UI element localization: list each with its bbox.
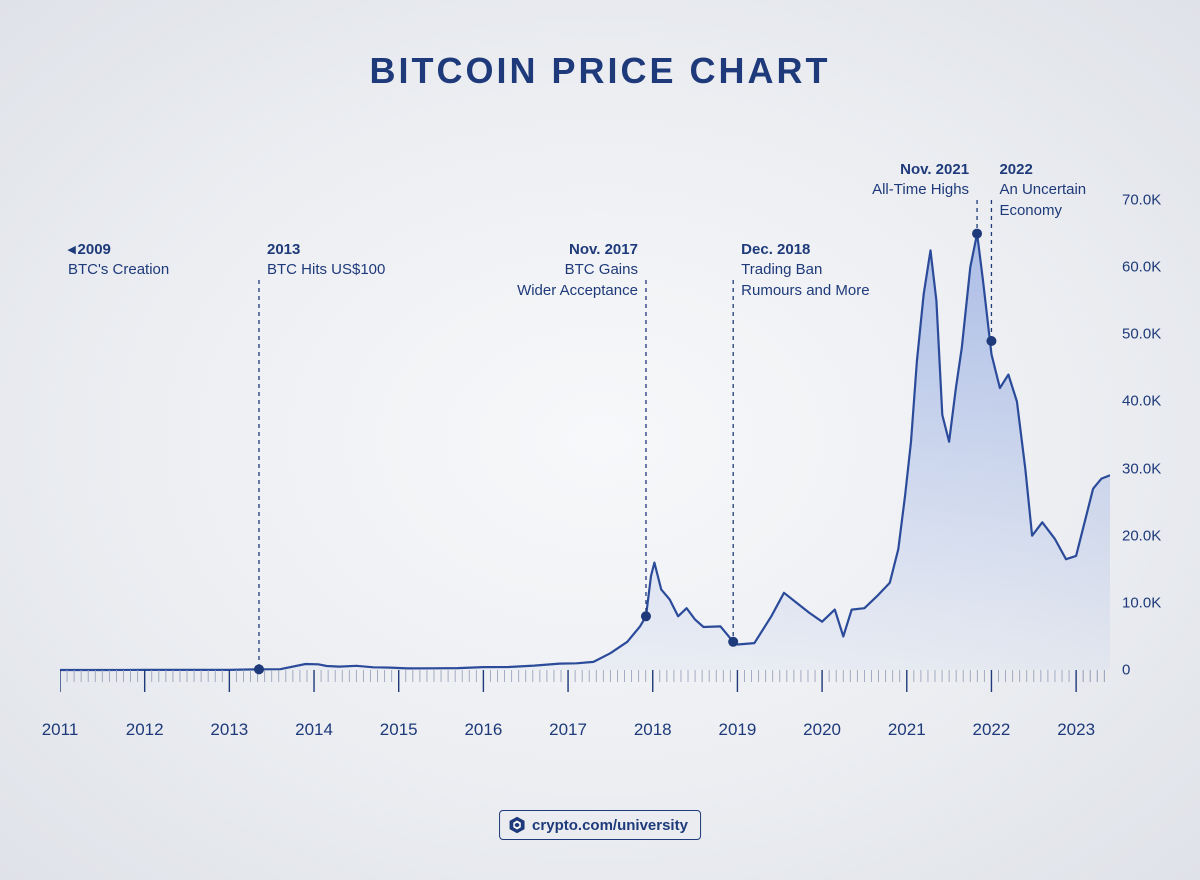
x-axis-label: 2018 (634, 720, 672, 740)
y-axis-label: 30.0K (1122, 460, 1182, 477)
footer-text: crypto.com/university (532, 817, 688, 834)
x-axis-label: 2015 (380, 720, 418, 740)
annotation-marker (986, 336, 996, 346)
x-axis-label: 2017 (549, 720, 587, 740)
annotation-label: 2022An UncertainEconomy (999, 160, 1086, 221)
annotation-label: ◂2009BTC's Creation (68, 240, 169, 281)
x-axis-label: 2011 (42, 720, 79, 740)
x-axis-label: 2016 (464, 720, 502, 740)
crypto-logo-icon (508, 816, 526, 834)
x-axis-label: 2019 (718, 720, 756, 740)
y-axis-label: 20.0K (1122, 527, 1182, 544)
y-axis-label: 10.0K (1122, 594, 1182, 611)
y-axis-label: 70.0K (1122, 192, 1182, 209)
y-axis-label: 50.0K (1122, 326, 1182, 343)
footer-badge: crypto.com/university (499, 810, 701, 840)
x-axis-label: 2023 (1057, 720, 1095, 740)
annotation-label: Dec. 2018Trading BanRumours and More (741, 240, 869, 301)
chart-title: BITCOIN PRICE CHART (0, 50, 1200, 92)
x-axis-label: 2020 (803, 720, 841, 740)
y-axis-label: 0 (1122, 662, 1182, 679)
y-axis-label: 40.0K (1122, 393, 1182, 410)
annotation-label: Nov. 2021All-Time Highs (872, 160, 969, 201)
x-axis-label: 2014 (295, 720, 333, 740)
x-axis-label: 2022 (973, 720, 1011, 740)
x-axis-label: 2012 (126, 720, 164, 740)
y-axis-label: 60.0K (1122, 259, 1182, 276)
annotation-label: 2013BTC Hits US$100 (267, 240, 385, 281)
annotation-marker (972, 229, 982, 239)
annotation-marker (728, 637, 738, 647)
x-axis-label: 2021 (888, 720, 926, 740)
annotation-marker (254, 664, 264, 674)
annotation-label: Nov. 2017BTC GainsWider Acceptance (517, 240, 638, 301)
annotation-marker (641, 611, 651, 621)
x-axis-label: 2013 (210, 720, 248, 740)
